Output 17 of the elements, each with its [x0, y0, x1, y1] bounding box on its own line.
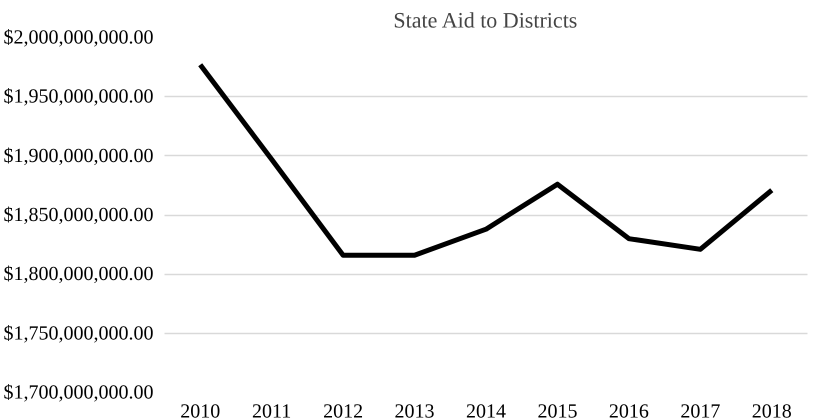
- y-tick-label: $1,850,000,000.00: [4, 204, 154, 226]
- chart-title: State Aid to Districts: [393, 8, 578, 32]
- x-tick-label: 2014: [466, 400, 506, 420]
- y-tick-label: $1,700,000,000.00: [4, 382, 154, 404]
- y-tick-label: $1,950,000,000.00: [4, 86, 154, 108]
- y-tick-label: $1,750,000,000.00: [4, 322, 154, 344]
- x-tick-label: 2010: [180, 400, 220, 420]
- x-tick-label: 2012: [323, 400, 364, 420]
- x-tick-label: 2011: [252, 400, 292, 420]
- x-tick-label: 2018: [752, 400, 792, 420]
- x-tick-label: 2013: [394, 400, 435, 420]
- y-tick-label: $2,000,000,000.00: [4, 26, 154, 48]
- y-tick-label: $1,900,000,000.00: [4, 144, 154, 167]
- x-tick-label: 2015: [537, 400, 578, 420]
- y-tick-label: $1,800,000,000.00: [4, 263, 154, 286]
- x-tick-label: 2017: [680, 400, 720, 420]
- x-tick-label: 2016: [608, 400, 649, 420]
